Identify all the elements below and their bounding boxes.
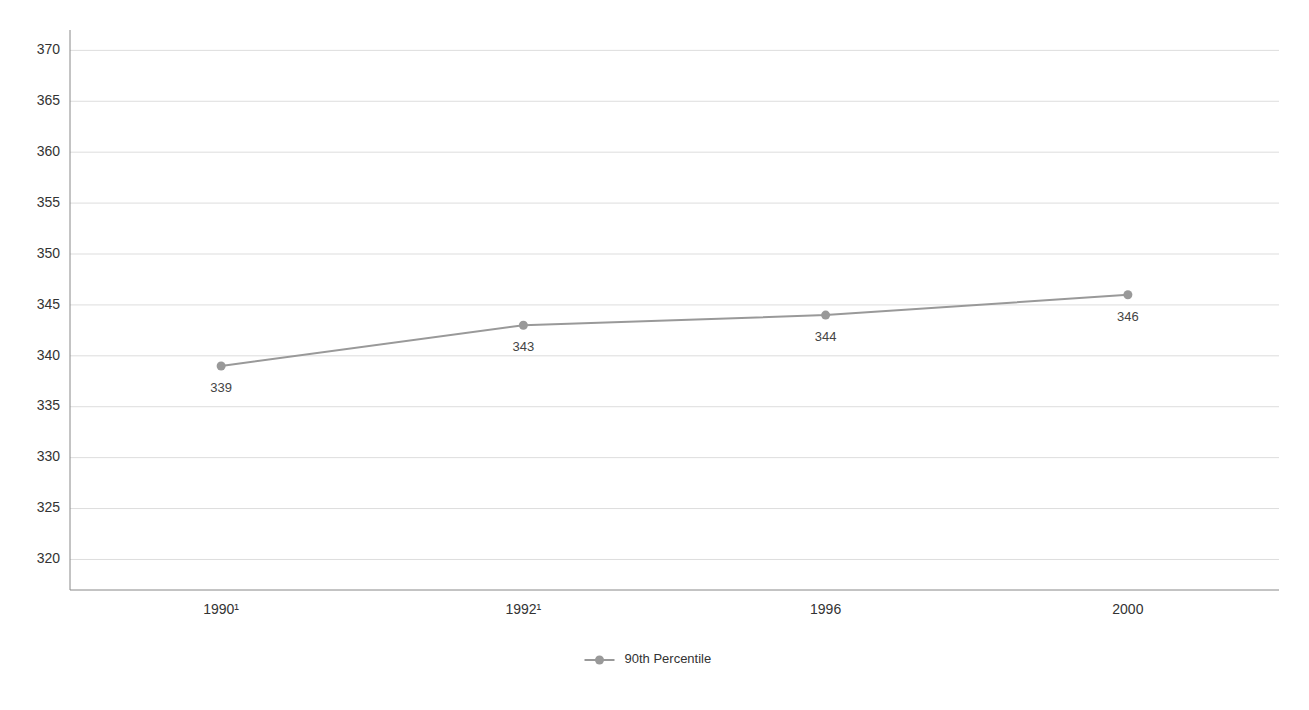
y-tick-label: 370 — [37, 41, 61, 57]
chart-container: 3203253303353403453503553603653701990¹19… — [0, 0, 1309, 710]
grid-line — [70, 50, 1279, 51]
grid-line — [70, 304, 1279, 305]
series-line — [221, 295, 1128, 366]
y-tick-label: 345 — [37, 296, 61, 312]
grid-line — [70, 203, 1279, 204]
x-tick-label: 1990¹ — [203, 601, 239, 617]
chart-svg: 3203253303353403453503553603653701990¹19… — [0, 0, 1309, 710]
grid-line — [70, 406, 1279, 407]
x-axis-line — [70, 590, 1279, 591]
point-marker — [1123, 290, 1132, 299]
y-tick-label: 320 — [37, 550, 61, 566]
y-tick-label: 330 — [37, 448, 61, 464]
point-marker — [217, 362, 226, 371]
y-axis: 320 325 330 335 340 345 350 355 360 365 370 — [37, 41, 1279, 566]
y-tick-label: 350 — [37, 245, 61, 261]
data-label: 339 — [210, 380, 232, 395]
x-tick-label: 1992¹ — [505, 601, 541, 617]
y-tick-label: 360 — [37, 143, 61, 159]
data-label: 344 — [815, 329, 837, 344]
data-labels: 339 343 344 346 — [210, 309, 1138, 395]
plot-area — [217, 290, 1133, 370]
y-axis-line — [70, 30, 71, 590]
grid-line — [70, 559, 1279, 560]
data-label: 343 — [513, 339, 535, 354]
y-tick-label: 340 — [37, 347, 61, 363]
legend: 90th Percentile — [585, 651, 712, 666]
grid-line — [70, 254, 1279, 255]
legend-marker — [595, 656, 604, 665]
point-marker — [519, 321, 528, 330]
y-tick-label: 325 — [37, 499, 61, 515]
x-tick-label: 2000 — [1112, 601, 1143, 617]
point-marker — [821, 311, 830, 320]
data-label: 346 — [1117, 309, 1139, 324]
grid-line — [70, 152, 1279, 153]
grid-line — [70, 457, 1279, 458]
x-axis: 1990¹ 1992¹ 1996 2000 — [203, 601, 1143, 617]
y-tick-label: 355 — [37, 194, 61, 210]
grid-line — [70, 101, 1279, 102]
x-tick-label: 1996 — [810, 601, 841, 617]
y-tick-label: 335 — [37, 397, 61, 413]
grid-line — [70, 508, 1279, 509]
legend-label: 90th Percentile — [625, 651, 712, 666]
grid-line — [70, 355, 1279, 356]
y-tick-label: 365 — [37, 92, 61, 108]
